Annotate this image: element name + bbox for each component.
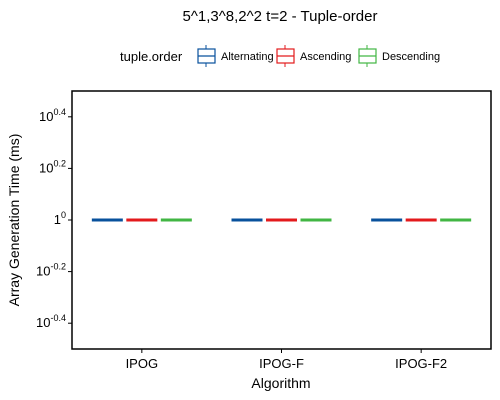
y-tick-label: 10-0.2	[36, 262, 66, 279]
legend-label: Ascending	[300, 51, 351, 63]
legend-item-descending: Descending	[358, 45, 440, 67]
y-axis-label: Array Generation Time (ms)	[6, 134, 22, 307]
y-axis: 10-0.4 10-0.2 10 100.2 100.4	[36, 107, 72, 330]
y-tick-label: 10	[54, 210, 66, 227]
x-axis-label: Algorithm	[251, 375, 310, 391]
x-tick-label: IPOG-F2	[395, 356, 447, 371]
chart-title: 5^1,3^8,2^2 t=2 - Tuple-order	[183, 8, 378, 25]
legend-title: tuple.order	[120, 49, 183, 64]
legend: tuple.order Alternating Ascending Descendi…	[120, 45, 440, 67]
y-tick-label: 10-0.4	[36, 313, 66, 330]
y-tick-label: 100.4	[39, 107, 66, 124]
legend-item-ascending: Ascending	[276, 45, 351, 67]
x-tick-label: IPOG	[126, 356, 159, 371]
legend-item-alternating: Alternating	[197, 45, 274, 67]
y-tick-label: 100.2	[39, 158, 66, 175]
x-axis: IPOG IPOG-F IPOG-F2	[126, 349, 447, 371]
x-tick-label: IPOG-F	[259, 356, 304, 371]
legend-label: Descending	[382, 51, 440, 63]
legend-label: Alternating	[221, 51, 274, 63]
